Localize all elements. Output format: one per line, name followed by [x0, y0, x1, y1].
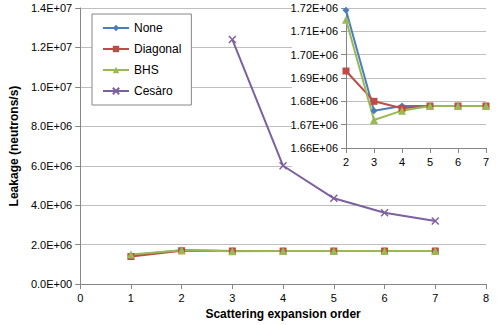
svg-text:7: 7 — [432, 292, 438, 304]
svg-text:8.0E+06: 8.0E+06 — [31, 120, 72, 132]
svg-text:1.67E+06: 1.67E+06 — [291, 119, 338, 131]
svg-text:BHS: BHS — [134, 63, 159, 77]
svg-text:4: 4 — [280, 292, 286, 304]
svg-text:1.2E+07: 1.2E+07 — [31, 41, 72, 53]
svg-text:1.4E+07: 1.4E+07 — [31, 2, 72, 14]
svg-text:6.0E+06: 6.0E+06 — [31, 160, 72, 172]
svg-text:Leakage (neutrons/s): Leakage (neutrons/s) — [7, 86, 21, 207]
svg-text:1.68E+06: 1.68E+06 — [291, 95, 338, 107]
svg-text:1.0E+07: 1.0E+07 — [31, 81, 72, 93]
svg-text:1.72E+06: 1.72E+06 — [291, 2, 338, 14]
svg-text:4.0E+06: 4.0E+06 — [31, 199, 72, 211]
svg-text:0.0E+00: 0.0E+00 — [31, 278, 72, 290]
svg-text:1: 1 — [128, 292, 134, 304]
svg-text:4: 4 — [399, 156, 405, 168]
svg-text:2.0E+06: 2.0E+06 — [31, 239, 72, 251]
svg-text:6: 6 — [381, 292, 387, 304]
svg-text:3: 3 — [229, 292, 235, 304]
svg-text:2: 2 — [179, 292, 185, 304]
svg-text:5: 5 — [331, 292, 337, 304]
svg-text:7: 7 — [483, 156, 489, 168]
svg-text:1.70E+06: 1.70E+06 — [291, 49, 338, 61]
svg-text:6: 6 — [455, 156, 461, 168]
svg-text:2: 2 — [343, 156, 349, 168]
svg-text:5: 5 — [427, 156, 433, 168]
svg-text:1.69E+06: 1.69E+06 — [291, 72, 338, 84]
svg-text:3: 3 — [371, 156, 377, 168]
svg-text:1.71E+06: 1.71E+06 — [291, 25, 338, 37]
svg-text:1.66E+06: 1.66E+06 — [291, 142, 338, 154]
svg-text:0: 0 — [77, 292, 83, 304]
svg-text:8: 8 — [483, 292, 489, 304]
svg-text:Cesàro: Cesàro — [134, 84, 173, 98]
svg-text:None: None — [134, 21, 163, 35]
svg-text:Scattering expansion order: Scattering expansion order — [205, 307, 361, 321]
svg-text:Diagonal: Diagonal — [134, 42, 181, 56]
